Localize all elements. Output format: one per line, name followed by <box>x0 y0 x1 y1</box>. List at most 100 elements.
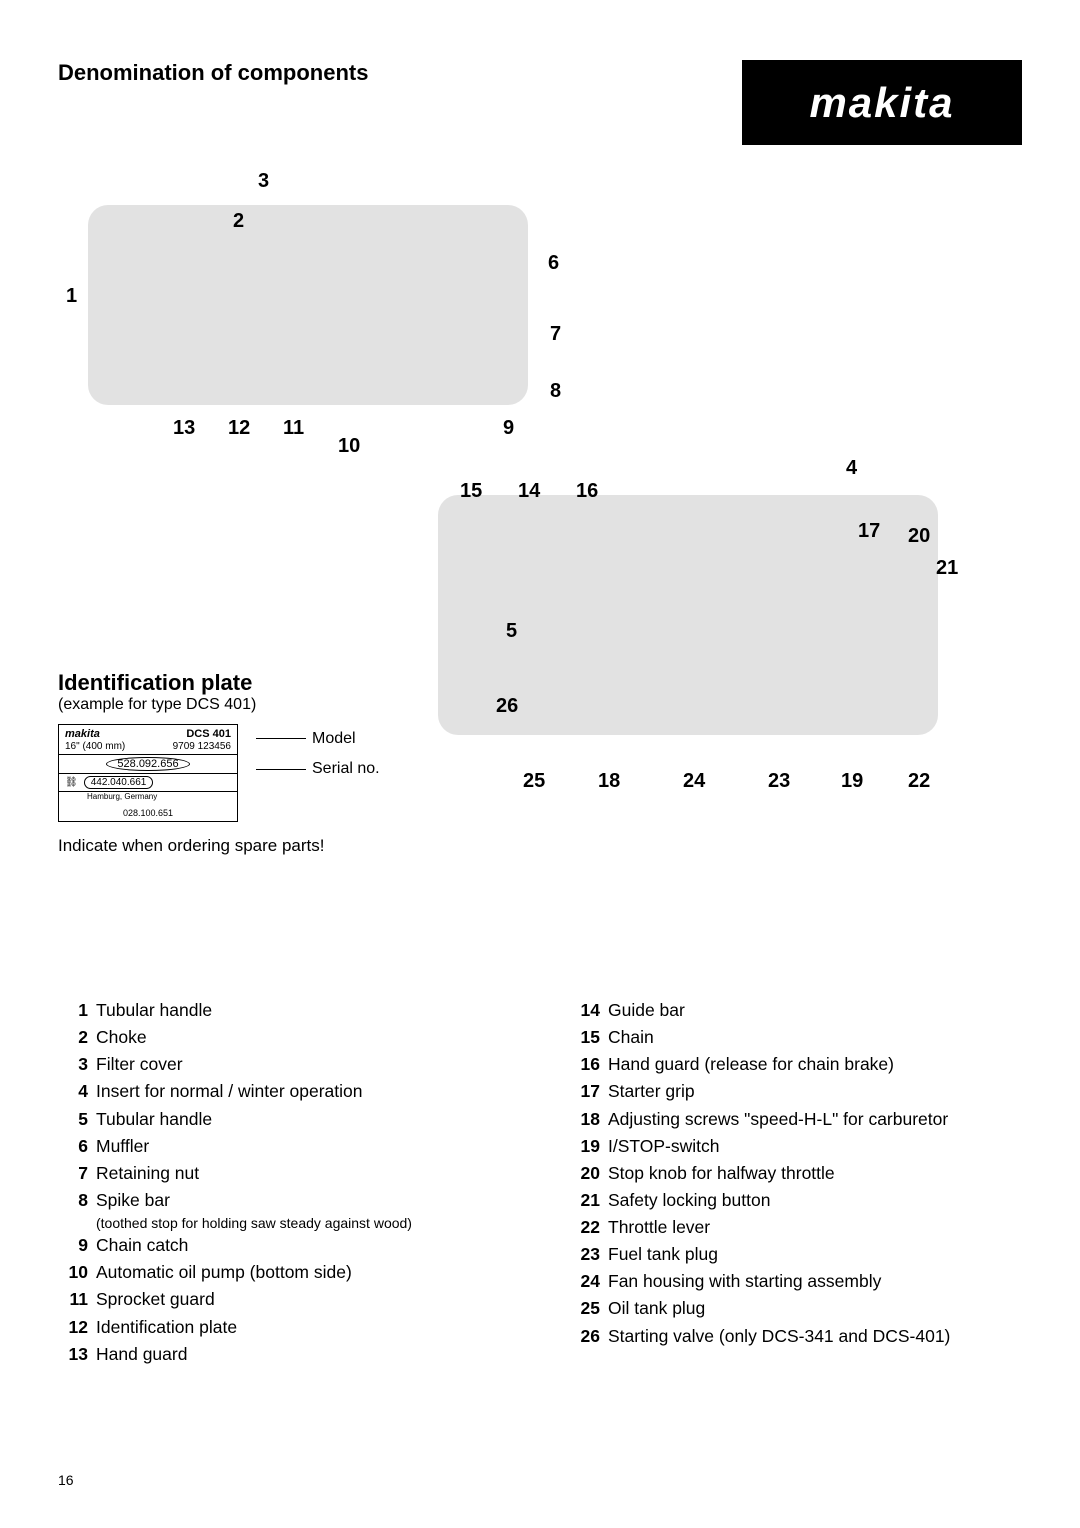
component-item: 2Choke <box>58 1024 510 1051</box>
callout-number: 13 <box>173 417 195 440</box>
component-item: 1Tubular handle <box>58 997 510 1024</box>
component-label: Starter grip <box>608 1078 695 1105</box>
component-label: I/STOP-switch <box>608 1133 720 1160</box>
component-label: Insert for normal / winter operation <box>96 1078 363 1105</box>
page-number: 16 <box>58 1472 74 1488</box>
component-label: Chain <box>608 1024 654 1051</box>
component-number: 3 <box>58 1051 88 1078</box>
component-item: 18Adjusting screws "speed-H-L" for carbu… <box>570 1106 1022 1133</box>
component-label: Tubular handle <box>96 997 212 1024</box>
chainsaw-diagram-1 <box>88 205 528 405</box>
plate-bar: 16" (400 mm) <box>65 741 125 752</box>
component-label: Retaining nut <box>96 1160 199 1187</box>
component-item: 13 Hand guard <box>58 1341 510 1368</box>
component-item: 17Starter grip <box>570 1078 1022 1105</box>
components-column-right: 14 Guide bar 15 Chain16Hand guard (release … <box>570 997 1022 1368</box>
plate-serial: 528.092.656 <box>106 757 189 771</box>
component-item: 6 Muffler <box>58 1133 510 1160</box>
callout-number: 21 <box>936 557 958 580</box>
callout-number: 3 <box>258 170 269 193</box>
component-label: Throttle lever <box>608 1214 710 1241</box>
component-number: 22 <box>570 1214 600 1241</box>
component-item: 8 Spike bar <box>58 1187 510 1214</box>
component-label: Fuel tank plug <box>608 1241 718 1268</box>
component-label: Adjusting screws "speed-H-L" for carbure… <box>608 1106 948 1133</box>
component-number: 15 <box>570 1024 600 1051</box>
component-item: 12Identification plate <box>58 1314 510 1341</box>
callout-number: 17 <box>858 520 880 543</box>
component-label: Hand guard (release for chain brake) <box>608 1051 894 1078</box>
component-item: 19I/STOP-switch <box>570 1133 1022 1160</box>
components-column-left: 1Tubular handle2Choke3 Filter cover4Inser… <box>58 997 510 1368</box>
component-number: 6 <box>58 1133 88 1160</box>
page-title: Denomination of components <box>58 60 368 86</box>
component-number: 5 <box>58 1106 88 1133</box>
component-number: 21 <box>570 1187 600 1214</box>
component-item: 16Hand guard (release for chain brake) <box>570 1051 1022 1078</box>
callout-number: 10 <box>338 435 360 458</box>
component-item: 3 Filter cover <box>58 1051 510 1078</box>
component-item: 21 Safety locking button <box>570 1187 1022 1214</box>
component-label: Sprocket guard <box>96 1286 215 1313</box>
callout-number: 23 <box>768 770 790 793</box>
callout-number: 22 <box>908 770 930 793</box>
plate-origin: Hamburg, Germany <box>59 792 237 805</box>
component-number: 10 <box>58 1259 88 1286</box>
diagram-area: 3216781312111091514164172021526251824231… <box>58 165 1022 945</box>
callout-number: 1 <box>66 285 77 308</box>
callout-number: 18 <box>598 770 620 793</box>
callout-number: 2 <box>233 210 244 233</box>
component-number: 24 <box>570 1268 600 1295</box>
component-item: 14 Guide bar <box>570 997 1022 1024</box>
component-item: 4Insert for normal / winter operation <box>58 1078 510 1105</box>
callout-number: 19 <box>841 770 863 793</box>
component-number: 13 <box>58 1341 88 1368</box>
component-number: 20 <box>570 1160 600 1187</box>
component-item: 23 Fuel tank plug <box>570 1241 1022 1268</box>
component-label: Tubular handle <box>96 1106 212 1133</box>
plate-label-lines: Model Serial no. <box>256 724 380 785</box>
callout-number: 8 <box>550 380 561 403</box>
component-number: 23 <box>570 1241 600 1268</box>
component-number: 8 <box>58 1187 88 1214</box>
component-note: (toothed stop for holding saw steady aga… <box>96 1214 510 1232</box>
component-label: Oil tank plug <box>608 1295 705 1322</box>
callout-number: 5 <box>506 620 517 643</box>
component-number: 14 <box>570 997 600 1024</box>
component-item: 5 Tubular handle <box>58 1106 510 1133</box>
callout-number: 25 <box>523 770 545 793</box>
plate-code: 9709 123456 <box>173 741 231 752</box>
component-label: Chain catch <box>96 1232 188 1259</box>
component-label: Spike bar <box>96 1187 170 1214</box>
plate-part: 442.040.661 <box>84 776 154 789</box>
callout-number: 4 <box>846 457 857 480</box>
callout-number: 24 <box>683 770 705 793</box>
plate-model: DCS 401 <box>186 728 231 740</box>
plate-footer: 028.100.651 <box>59 805 237 821</box>
component-label: Starting valve (only DCS-341 and DCS-401… <box>608 1323 950 1350</box>
component-item: 11Sprocket guard <box>58 1286 510 1313</box>
callout-number: 12 <box>228 417 250 440</box>
header-row: Denomination of components makita <box>58 60 1022 145</box>
id-plate-subtitle: (example for type DCS 401) <box>58 696 438 714</box>
component-item: 9 Chain catch <box>58 1232 510 1259</box>
component-number: 9 <box>58 1232 88 1259</box>
component-number: 25 <box>570 1295 600 1322</box>
callout-number: 11 <box>283 417 304 440</box>
plate-serial-label: Serial no. <box>312 760 380 777</box>
component-label: Muffler <box>96 1133 149 1160</box>
plate-model-label: Model <box>312 730 356 747</box>
id-plate-section: Identification plate (example for type D… <box>58 670 438 856</box>
callout-number: 6 <box>548 252 559 275</box>
callout-number: 20 <box>908 525 930 548</box>
plate-brand: makita <box>65 728 100 740</box>
callout-number: 7 <box>550 323 561 346</box>
component-number: 26 <box>570 1323 600 1350</box>
component-number: 2 <box>58 1024 88 1051</box>
component-label: Hand guard <box>96 1341 187 1368</box>
component-label: Guide bar <box>608 997 685 1024</box>
component-label: Safety locking button <box>608 1187 770 1214</box>
component-item: 15 Chain <box>570 1024 1022 1051</box>
indicate-note: Indicate when ordering spare parts! <box>58 836 438 856</box>
component-label: Filter cover <box>96 1051 183 1078</box>
